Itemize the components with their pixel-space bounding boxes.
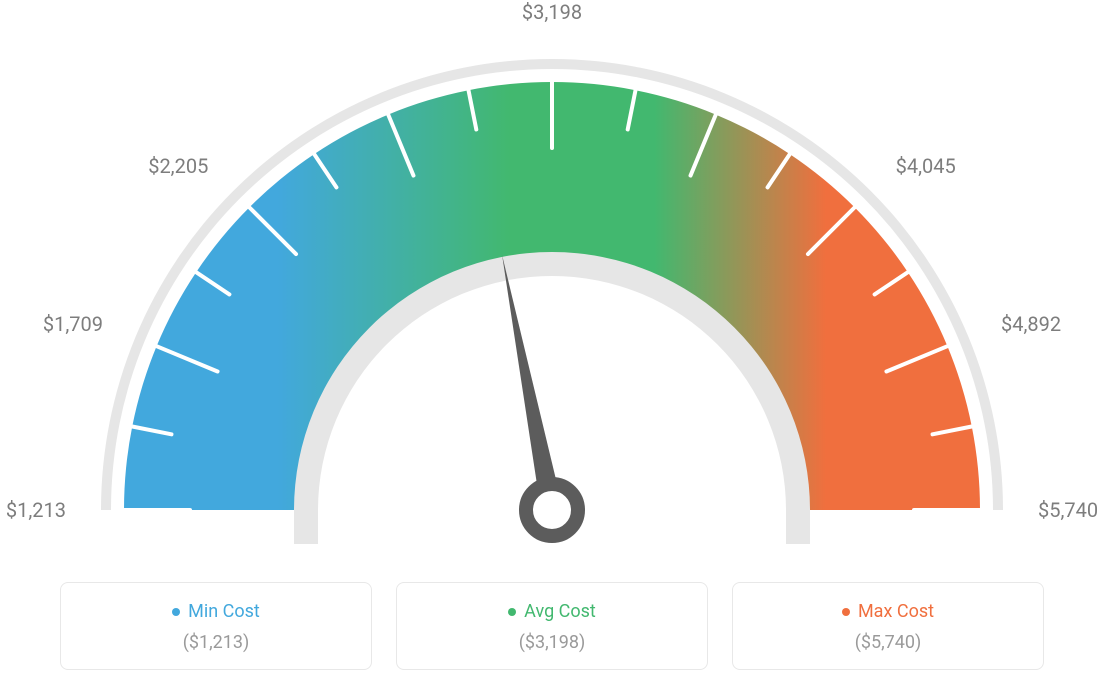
scale-label: $2,205: [148, 154, 208, 178]
gauge-svg: [0, 0, 1104, 560]
legend-label-min-text: Min Cost: [188, 601, 260, 622]
legend-value-avg: ($3,198): [417, 632, 687, 653]
dot-icon: [842, 608, 850, 616]
scale-label: $1,213: [6, 498, 66, 522]
legend-label-max-text: Max Cost: [858, 601, 934, 622]
scale-label: $4,892: [1001, 312, 1061, 336]
scale-label: $5,740: [1038, 498, 1098, 522]
legend-label-max: Max Cost: [842, 601, 934, 622]
scale-label: $3,198: [522, 0, 582, 24]
legend-card-min: Min Cost ($1,213): [60, 582, 372, 671]
legend-value-min: ($1,213): [81, 632, 351, 653]
gauge: $1,213 $1,709 $2,205 $3,198 $4,045 $4,892 $5,7…: [0, 0, 1104, 560]
legend-label-avg: Avg Cost: [508, 601, 596, 622]
legend-label-min: Min Cost: [172, 601, 260, 622]
scale-label: $4,045: [896, 154, 956, 178]
legend-card-avg: Avg Cost ($3,198): [396, 582, 708, 671]
scale-label: $1,709: [43, 312, 103, 336]
legend-label-avg-text: Avg Cost: [524, 601, 596, 622]
legend-value-max: ($5,740): [753, 632, 1023, 653]
legend-row: Min Cost ($1,213) Avg Cost ($3,198) Max …: [60, 582, 1044, 671]
legend-card-max: Max Cost ($5,740): [732, 582, 1044, 671]
dot-icon: [172, 608, 180, 616]
gauge-chart-container: $1,213 $1,709 $2,205 $3,198 $4,045 $4,892 $5,7…: [0, 0, 1104, 690]
dot-icon: [508, 608, 516, 616]
